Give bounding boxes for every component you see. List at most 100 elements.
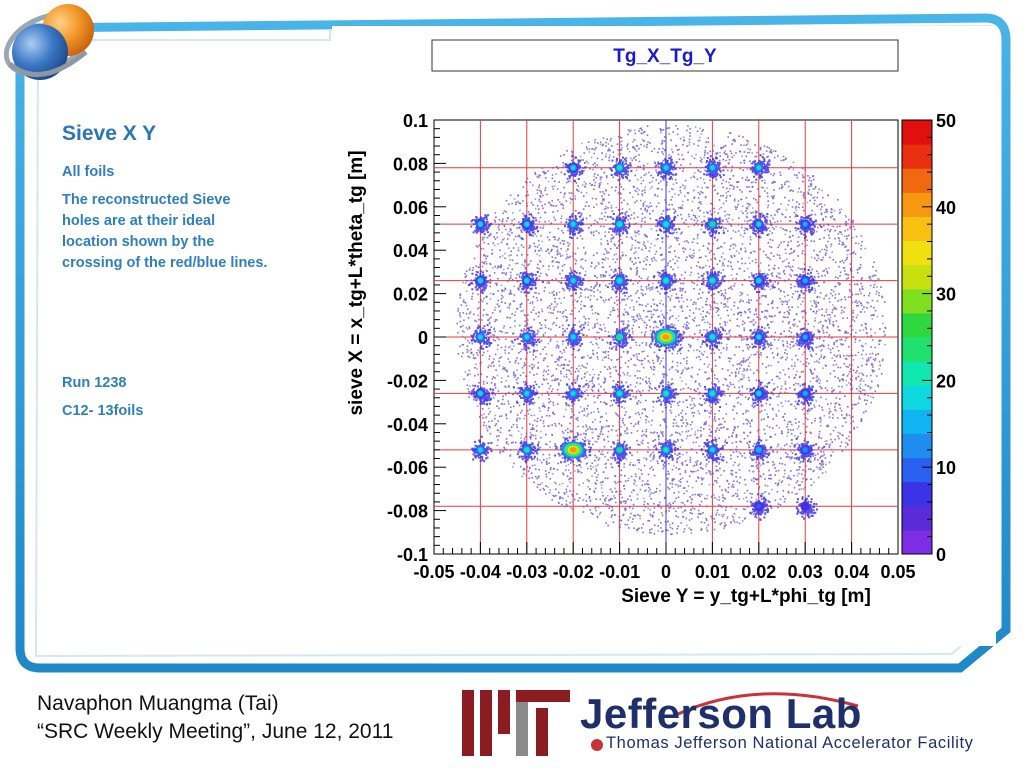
sieve-hole <box>612 440 632 467</box>
jlab-dot-icon <box>591 739 603 751</box>
sieve-hole <box>650 323 685 353</box>
sieve-hole-core <box>756 221 762 227</box>
colorbar-tick-label: 30 <box>936 285 956 305</box>
sieve-hole-core <box>617 278 622 283</box>
sieve-hole-core <box>802 278 808 283</box>
colorbar-segment <box>902 120 932 145</box>
subheading: All foils <box>62 164 115 180</box>
sieve-hole <box>702 383 725 412</box>
x-tick-label: -0.02 <box>553 562 594 582</box>
sieve-hole-core <box>524 334 530 340</box>
y-tick-label: 0 <box>418 328 428 348</box>
colorbar-segment <box>902 433 932 459</box>
sieve-hole <box>795 495 818 520</box>
colorbar-tick-label: 40 <box>936 198 956 218</box>
x-tick-label: 0 <box>661 562 671 582</box>
colorbar-segment <box>902 337 932 362</box>
sieve-hole <box>793 437 826 463</box>
colorbar-segment <box>902 264 932 290</box>
jlab-subtitle: Thomas Jefferson National Accelerator Fa… <box>606 734 974 752</box>
sieve-hole-core <box>802 334 808 340</box>
sieve-hole-core <box>524 447 530 453</box>
sieve-hole <box>560 270 585 295</box>
colorbar-segment <box>902 312 932 338</box>
sieve-hole <box>512 382 539 406</box>
sieve-hole-halo <box>794 214 823 240</box>
sieve-hole <box>561 324 585 359</box>
footer-credits: Navaphon Muangma (Tai) “SRC Weekly Meeti… <box>37 690 437 746</box>
sieve-hole-core <box>756 165 762 171</box>
y-tick-label: -0.02 <box>387 371 428 391</box>
sieve-hole-core <box>617 391 622 396</box>
sieve-hole-core <box>710 391 715 396</box>
sieve-hole <box>748 435 773 465</box>
sieve-hole-core <box>569 447 577 453</box>
colorbar-segment <box>902 192 932 217</box>
x-tick-label: -0.01 <box>599 562 640 582</box>
y-tick-label: 0.08 <box>393 154 428 174</box>
sieve-hole <box>470 384 495 406</box>
colorbar-segment <box>902 288 932 314</box>
sieve-hole <box>516 435 540 464</box>
sieve-hole <box>796 327 820 351</box>
sieve-hole <box>562 381 588 405</box>
sieve-hole <box>701 213 725 239</box>
sieve-hole <box>701 327 725 351</box>
sieve-hole-core <box>617 447 622 453</box>
sieve-hole <box>655 208 677 240</box>
x-tick-label: 0.02 <box>741 562 776 582</box>
colorbar-tick-label: 10 <box>936 458 956 478</box>
y-tick-label: -0.1 <box>397 545 428 565</box>
sieve-hole-core <box>710 447 715 453</box>
sieve-hole-core <box>570 221 576 227</box>
sieve-hole-core <box>478 447 483 453</box>
chart-title: Tg_X_Tg_Y <box>613 46 717 67</box>
sieve-hole <box>701 267 726 294</box>
sieve-hole-core <box>663 391 669 396</box>
sieve-hole-core <box>802 221 808 227</box>
sieve-hole-core <box>710 165 715 171</box>
sieve-hole <box>605 381 634 407</box>
sieve-hole-core <box>756 391 762 396</box>
colorbar-segment <box>902 409 932 434</box>
colorbar-segment <box>902 505 932 531</box>
spacer <box>62 281 272 373</box>
sieve-hole-core <box>524 278 530 283</box>
y-tick-label: -0.06 <box>387 458 428 478</box>
sieve-hole <box>795 268 818 297</box>
globe-ornament-icon <box>3 4 94 80</box>
sieve-plot: Tg_X_Tg_Y -0.05 -0.04 -0.03 -0.02 -0.01 0 0.01… <box>346 39 956 607</box>
colorbar-segment <box>902 144 932 169</box>
sieve-hole <box>654 379 680 406</box>
sieve-hole <box>746 211 773 239</box>
sieve-hole-core <box>756 334 762 340</box>
x-tick-label: -0.03 <box>506 562 547 582</box>
x-axis-label: Sieve Y = y_tg+L*phi_tg [m] <box>621 586 871 607</box>
sieve-hole-core <box>617 165 622 171</box>
sieve-hole <box>652 269 677 295</box>
y-tick-label: -0.04 <box>387 415 428 435</box>
x-tick-label: 0.01 <box>695 562 730 582</box>
sieve-hole-core <box>478 334 483 340</box>
x-tick-label: 0.04 <box>834 562 869 582</box>
sieve-hole-core <box>802 447 808 453</box>
colorbar-segment <box>902 240 932 266</box>
jlab-wordmark: Jefferson Lab <box>580 690 862 737</box>
sieve-hole <box>470 214 493 236</box>
sieve-hole <box>610 156 633 182</box>
sieve-hole-core <box>524 221 530 227</box>
jlab-swoosh-icon <box>677 692 859 716</box>
background-events <box>456 125 887 535</box>
author-name: Navaphon Muangma (Tai) <box>37 692 279 715</box>
sidebar-notes: Sieve X Y All foils The reconstructed Si… <box>62 122 272 429</box>
sieve-hole <box>471 435 493 463</box>
run-number: Run 1238 <box>62 375 127 391</box>
sieve-hole-core <box>663 278 669 283</box>
sieve-hole-core <box>663 447 669 453</box>
sieve-hole-core <box>478 391 483 396</box>
sieve-hole <box>517 271 544 294</box>
sieve-hole <box>606 267 632 294</box>
sieve-hole-core <box>478 278 483 283</box>
sieve-hole-core <box>802 391 808 396</box>
sieve-hole-core <box>617 221 622 227</box>
